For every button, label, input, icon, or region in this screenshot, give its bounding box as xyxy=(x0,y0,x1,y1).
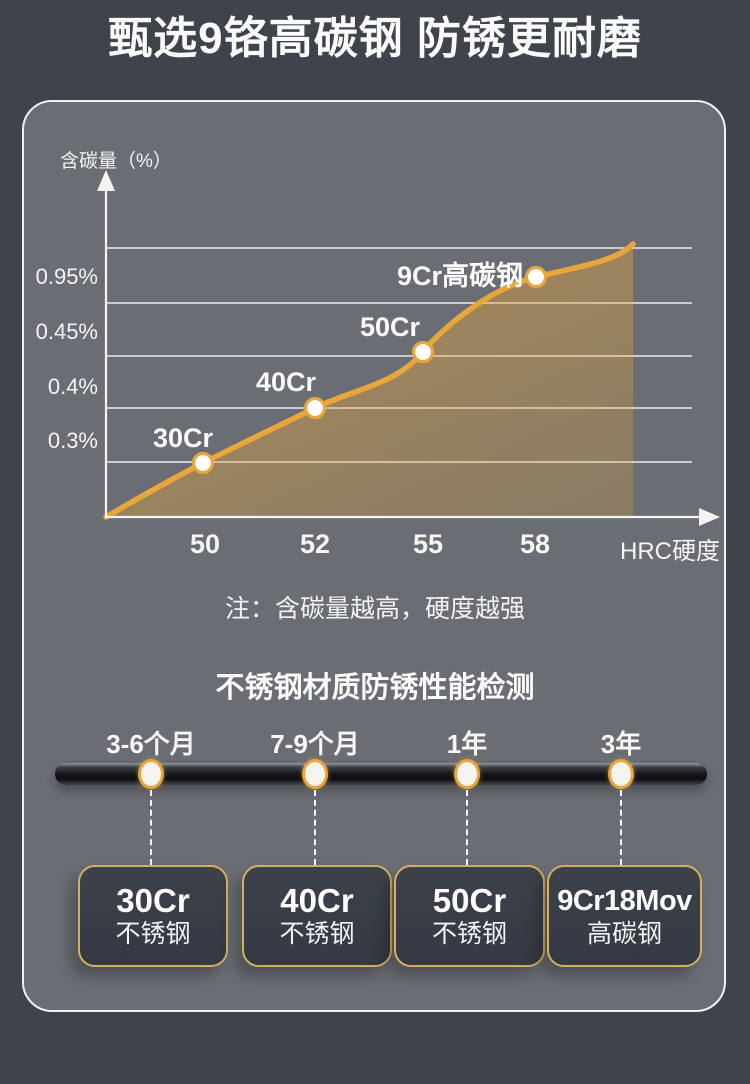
y-tick-0-3: 0.3% xyxy=(47,428,98,453)
material-box-40cr: 40Cr 不锈钢 xyxy=(242,865,392,967)
time-label-2: 7-9个月 xyxy=(270,729,360,759)
material-name: 40Cr xyxy=(280,882,354,919)
x-tick-52: 52 xyxy=(299,529,331,559)
point-label-40cr: 40Cr xyxy=(255,367,317,397)
y-axis-title: 含碳量（%） xyxy=(60,151,172,172)
dash-leader-1 xyxy=(150,790,152,865)
timeline-dot-1 xyxy=(138,759,164,789)
time-label-3: 1年 xyxy=(446,729,488,759)
chart-note: 注：含碳量越高，硬度越强 xyxy=(224,595,525,623)
timeline-bar xyxy=(55,763,707,785)
point-label-30cr: 30Cr xyxy=(152,423,214,453)
material-type: 高碳钢 xyxy=(586,920,662,948)
page-title: 甄选9铬高碳钢 防锈更耐磨 xyxy=(108,14,642,63)
point-label-50cr: 50Cr xyxy=(359,312,421,342)
timeline-dot-3 xyxy=(454,759,480,789)
time-label-1: 3-6个月 xyxy=(106,729,196,759)
y-tick-0-95: 0.95% xyxy=(35,264,98,289)
dash-leader-4 xyxy=(620,790,622,865)
time-label-4: 3年 xyxy=(600,729,642,759)
point-label-9cr: 9Cr高碳钢 xyxy=(396,261,524,291)
material-name: 50Cr xyxy=(432,882,507,919)
material-name: 9Cr18Mov xyxy=(557,885,692,917)
y-tick-0-45: 0.45% xyxy=(35,319,98,344)
material-box-9cr18mov: 9Cr18Mov 高碳钢 xyxy=(547,865,702,967)
material-type: 不锈钢 xyxy=(115,920,191,948)
material-box-50cr: 50Cr 不锈钢 xyxy=(394,865,545,967)
x-tick-55: 55 xyxy=(412,529,444,559)
x-axis-title: HRC硬度 xyxy=(620,538,720,565)
material-type: 不锈钢 xyxy=(431,920,507,948)
y-tick-0-4: 0.4% xyxy=(47,374,98,399)
material-box-30cr: 30Cr 不锈钢 xyxy=(78,865,228,967)
material-name: 30Cr xyxy=(116,882,190,919)
x-tick-50: 50 xyxy=(189,529,221,559)
x-tick-58: 58 xyxy=(519,529,551,559)
dash-leader-2 xyxy=(314,790,316,865)
material-type: 不锈钢 xyxy=(279,920,355,948)
timeline-dot-2 xyxy=(302,759,328,789)
timeline-section-title: 不锈钢材质防锈性能检测 xyxy=(215,672,535,704)
timeline-dot-4 xyxy=(608,759,634,789)
dash-leader-3 xyxy=(466,790,468,865)
